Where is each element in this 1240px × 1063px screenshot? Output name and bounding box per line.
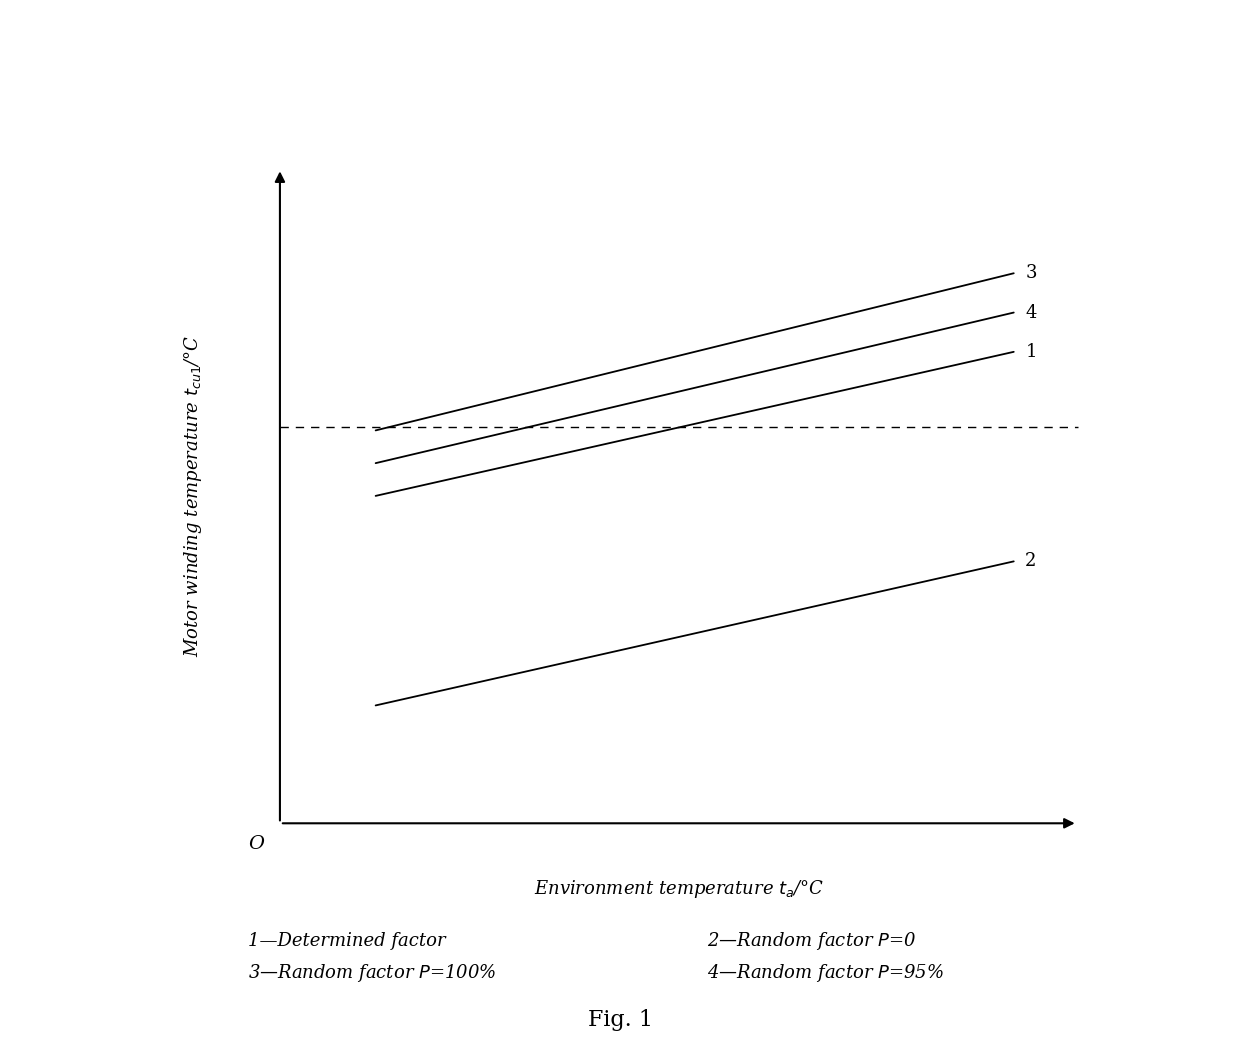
Text: 4—Random factor $P$=95%: 4—Random factor $P$=95% <box>707 962 944 983</box>
Text: O: O <box>248 834 264 853</box>
Text: Fig. 1: Fig. 1 <box>588 1010 652 1031</box>
Text: Motor winding temperature $t_{cu1}$/°C: Motor winding temperature $t_{cu1}$/°C <box>182 335 205 657</box>
Text: Environment temperature $t_a$/°C: Environment temperature $t_a$/°C <box>533 878 823 899</box>
Text: 1: 1 <box>1025 343 1037 360</box>
Text: 3: 3 <box>1025 265 1037 283</box>
Text: 4: 4 <box>1025 304 1037 321</box>
Text: 3—Random factor $P$=100%: 3—Random factor $P$=100% <box>248 962 496 983</box>
Text: 1—Determined factor: 1—Determined factor <box>248 932 445 949</box>
Text: 2—Random factor $P$=0: 2—Random factor $P$=0 <box>707 930 916 951</box>
Text: 2: 2 <box>1025 553 1037 571</box>
